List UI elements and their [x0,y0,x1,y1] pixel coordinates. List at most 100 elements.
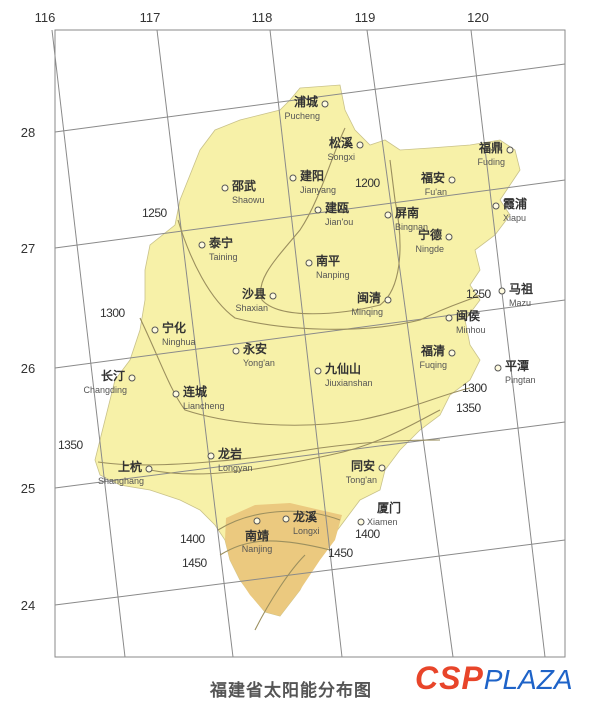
city-name-zh: 建瓯 [324,200,349,215]
city-fuding: 福鼎 Fuding [477,140,514,167]
isoline-label: 1400 [355,527,381,541]
latitude-label: 24 [21,598,35,613]
city-name-zh: 浦城 [294,94,318,109]
city-marker-icon [445,233,453,241]
latitude-label: 28 [21,125,35,140]
city-name-zh: 建阳 [299,168,324,183]
city-marker-icon [269,292,277,300]
city-jiuxianshan: 九仙山 Jiuxianshan [314,361,373,388]
city-marker-icon [314,206,322,214]
city-marker-icon [253,517,261,525]
csp-plaza-logo: CSPPLAZA [415,660,573,697]
city-name-en: Taining [209,252,238,262]
isolines [97,127,481,631]
city-name-en: Fuqing [419,360,447,370]
city-shaowu: 邵武 Shaowu [221,178,265,205]
city-name-en: Jiuxianshan [325,378,373,388]
city-name-zh: 松溪 [329,135,354,150]
city-marker-icon [232,347,240,355]
city-tongan: 同安 Tong'an [346,458,386,485]
city-shaxian: 沙县 Shaxian [235,287,277,313]
city-changding: 长汀 Changding [83,368,136,395]
isoline-label: 1450 [182,556,208,570]
city-name-zh: 九仙山 [324,361,361,376]
city-name-en: Longyan [218,463,253,473]
city-name-en: Songxi [327,152,355,162]
city-marker-icon [321,100,329,108]
city-name-en: Liancheng [183,401,225,411]
city-name-en: Bingnan [395,222,428,232]
city-name-en: Shaxian [235,303,268,313]
city-name-en: Pucheng [284,111,320,121]
isoline-1200 [260,127,401,315]
city-name-zh: 上杭 [118,459,142,474]
city-name-en: Mazu [509,298,531,308]
south-high-zone [225,503,342,616]
city-name-en: Shaowu [232,195,265,205]
city-name-en: Nanjing [242,544,273,554]
city-marker-icon [314,367,322,375]
city-marker-icon [207,452,215,460]
city-name-en: Fu'an [425,187,447,197]
city-name-en: Minhou [456,325,486,335]
isoline-label: 1350 [58,438,84,452]
city-marker-icon [128,374,136,382]
city-marker-icon [498,287,506,295]
city-songxi: 松溪 Songxi [327,135,364,162]
latitude-label: 25 [21,481,35,496]
isoline-1350b [149,409,441,475]
city-marker-icon [492,202,500,210]
longitude-label: 116 [35,10,56,25]
city-name-zh: 平潭 [505,358,529,373]
city-name-en: Nanping [316,270,350,280]
map-title: 福建省太阳能分布图 [210,681,372,701]
isoline-label: 1250 [142,206,168,220]
longitude-label: 119 [355,10,376,25]
isoline-label: 1250 [466,287,492,301]
city-name-en: Xiamen [367,517,398,527]
city-name-zh: 厦门 [377,500,401,515]
city-name-zh: 宁德 [418,227,442,242]
latitude-label: 27 [21,241,35,256]
city-name-zh: 南靖 [245,528,269,543]
city-minhou: 闽侯 Minhou [445,308,486,335]
city-name-zh: 南平 [316,253,340,268]
city-jianou: 建瓯 Jian'ou [314,200,353,227]
city-xiamen: 厦门 Xiamen [357,500,401,527]
city-longyan: 龙岩 Longyan [207,446,253,473]
city-name-zh: 屏南 [394,205,419,220]
isoline-1400 [217,510,341,531]
latitude-line [54,179,566,249]
city-ningde: 宁德 Ningde [415,227,453,254]
city-name-en: Ningde [415,244,444,254]
city-marker-icon [448,349,456,357]
city-name-zh: 闽清 [357,290,381,305]
city-name-zh: 龙岩 [218,446,242,461]
city-jianyang: 建阳 Jianyang [289,168,336,195]
city-name-zh: 马祖 [509,281,533,296]
city-marker-icon [494,364,502,372]
city-name-zh: 宁化 [162,320,186,335]
city-yongan: 永安 Yong'an [232,341,275,368]
logo-csp: CSP [415,660,484,696]
city-name-en: Xiapu [503,213,526,223]
city-name-zh: 龙溪 [293,509,318,524]
city-name-en: Ninghua [162,337,196,347]
city-name-en: Jianyang [300,185,336,195]
city-name-en: Longxi [293,526,320,536]
city-name-zh: 泰宁 [208,235,233,250]
longitude-line [269,29,343,658]
city-minqing: 闽清 Minqing [351,290,392,317]
city-name-zh: 霞浦 [503,196,527,211]
cities: 浦城 Pucheng 松溪 Songxi 福鼎 Fuding 建阳 Jianyang 邵武 Sha… [83,94,535,554]
city-marker-icon [506,146,514,154]
city-fuqing: 福清 Fuqing [419,343,456,370]
longitude-label: 120 [467,10,489,25]
city-name-zh: 永安 [242,341,267,356]
isoline-1450 [219,540,331,556]
city-longxi: 龙溪 Longxi [282,509,320,536]
longitude-line [470,29,546,658]
city-marker-icon [356,141,364,149]
